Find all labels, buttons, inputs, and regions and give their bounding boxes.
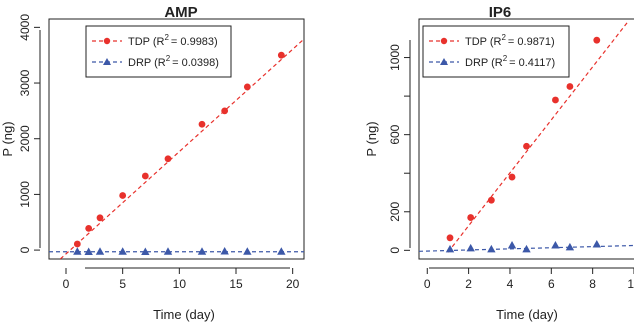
ip6-y-ticks: 0 200 600 1000 [388,44,410,254]
ip6-tdp-point [566,83,574,90]
amp-drp-point [84,247,93,256]
amp-tdp-point [73,240,81,248]
amp-x-tick-label: 20 [286,277,300,291]
amp-panel: AMP 0 5 10 15 20 0 1000 2000 3000 4000 Time (day… [0,4,305,322]
amp-drp-point [141,247,150,256]
amp-y-axis-label: P (ng) [0,121,15,156]
ip6-y-tick-label: 200 [388,201,402,221]
amp-drp-point [95,247,105,255]
ip6-drp-point [592,240,601,248]
amp-y-tick-label: 0 [18,246,32,253]
amp-x-tick-label: 10 [173,277,187,291]
amp-drp-point [243,247,252,255]
ip6-legend: TDP (R2 = 0.9871) DRP (R2 = 0.4117) [422,25,570,78]
amp-y-ticks: 0 1000 2000 3000 4000 [18,14,40,253]
amp-tdp-point [119,192,127,199]
ip6-points [445,36,601,253]
ip6-legend-box [422,25,570,78]
amp-tdp-point [164,155,172,163]
ip6-drp-point [522,244,531,253]
amp-drp-point [73,247,82,255]
amp-tdp-point [221,107,229,115]
amp-legend-tdp-label: TDP (R2 = 0.9983) [128,33,218,48]
amp-tdp-point [243,83,251,91]
amp-x-ticks: 0 5 10 15 20 [63,268,300,291]
amp-drp-point [277,247,286,255]
amp-tdp-point [96,214,104,222]
ip6-y-tick-label: 1000 [388,44,402,71]
ip6-x-ticks: 0 2 4 6 8 10 [424,268,634,291]
ip6-drp-point [565,242,575,251]
ip6-legend-tdp-marker [440,37,448,45]
ip6-tdp-point [508,173,516,181]
ip6-drp-point [445,244,455,253]
amp-x-tick-label: 15 [229,277,243,291]
ip6-tdp-point [552,96,559,104]
ip6-drp-point [507,241,517,249]
ip6-tdp-point [467,214,475,221]
ip6-y-tick-label: 600 [388,124,402,144]
ip6-legend-tdp-label: TDP (R2 = 0.9871) [465,33,555,48]
ip6-tdp-point [523,142,530,150]
amp-legend-box [85,25,232,78]
ip6-y-tick-label: 0 [388,247,402,254]
ip6-plot-frame [418,18,634,260]
amp-x-axis-label: Time (day) [153,307,215,322]
amp-tdp-point [198,120,206,128]
amp-drp-point [163,247,173,255]
ip6-x-tick-label: 8 [589,277,596,291]
amp-drp-point [197,247,207,255]
amp-tdp-point [277,51,285,59]
ip6-drp-point [487,244,496,253]
amp-legend-tdp-marker [103,37,111,45]
ip6-x-tick-label: 10 [627,277,634,291]
amp-tdp-point [141,172,149,180]
amp-points [73,51,286,256]
amp-x-tick-label: 5 [119,277,126,291]
amp-y-tick-label: 4000 [18,14,32,41]
amp-x-tick-label: 0 [63,277,70,291]
ip6-drp-point [466,243,475,252]
ip6-tdp-point [446,234,454,242]
ip6-tdp-point [487,196,495,204]
ip6-y-axis-label: P (ng) [364,121,379,156]
amp-title: AMP [164,4,197,21]
amp-legend-drp-label: DRP (R2 = 0.0398) [128,54,219,69]
amp-fit-lines [49,38,304,259]
ip6-x-tick-label: 0 [424,277,431,291]
ip6-legend-drp-label: DRP (R2 = 0.4117) [465,54,555,69]
amp-y-tick-label: 3000 [18,69,32,96]
amp-y-tick-label: 2000 [18,125,32,152]
amp-tdp-fit-line [59,38,304,259]
ip6-x-tick-label: 4 [507,277,514,291]
ip6-legend-drp-marker [440,58,448,65]
amp-drp-point [220,246,229,255]
ip6-title: IP6 [489,4,512,21]
ip6-tdp-point [593,36,601,44]
amp-drp-point [118,247,127,255]
ip6-x-tick-label: 6 [548,277,555,291]
ip6-x-axis-label: Time (day) [496,307,558,322]
ip6-x-tick-label: 2 [465,277,472,291]
ip6-panel: IP6 0 2 4 6 8 10 0 200 600 1000 Time (day) P (ng… [364,4,634,322]
amp-tdp-point [85,224,93,232]
amp-y-tick-label: 1000 [18,181,32,208]
amp-legend-drp-marker [103,58,111,65]
amp-plot-frame [48,18,305,260]
ip6-drp-point [551,241,560,249]
amp-legend: TDP (R2 = 0.9983) DRP (R2 = 0.0398) [85,25,232,78]
